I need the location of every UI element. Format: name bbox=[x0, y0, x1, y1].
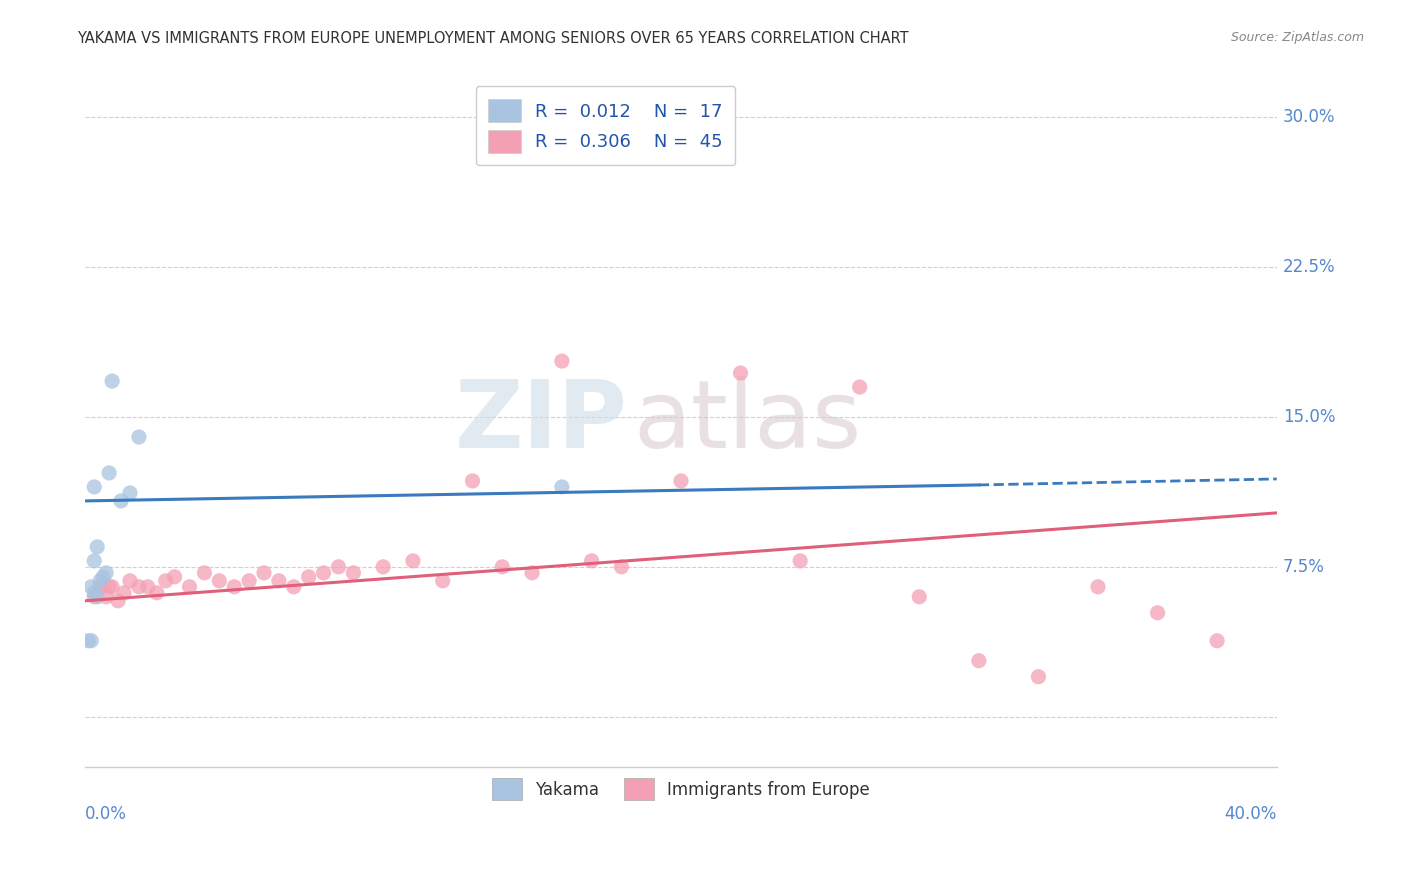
Text: 40.0%: 40.0% bbox=[1225, 805, 1277, 823]
Point bbox=[1206, 633, 1229, 648]
Point bbox=[342, 566, 364, 580]
Point bbox=[1087, 580, 1109, 594]
Point bbox=[373, 559, 395, 574]
Point bbox=[1028, 670, 1050, 684]
Point bbox=[179, 580, 201, 594]
Point bbox=[312, 566, 335, 580]
Text: Source: ZipAtlas.com: Source: ZipAtlas.com bbox=[1230, 31, 1364, 45]
Point bbox=[80, 580, 103, 594]
Point bbox=[101, 580, 124, 594]
Point bbox=[77, 633, 100, 648]
Point bbox=[98, 580, 121, 594]
Point bbox=[80, 633, 103, 648]
Text: 0.0%: 0.0% bbox=[86, 805, 127, 823]
Point bbox=[110, 494, 132, 508]
Point bbox=[94, 590, 117, 604]
Point bbox=[730, 366, 752, 380]
Point bbox=[107, 594, 129, 608]
Point bbox=[432, 574, 454, 588]
Point bbox=[328, 559, 350, 574]
Point bbox=[89, 580, 111, 594]
Point bbox=[298, 570, 321, 584]
Point bbox=[253, 566, 276, 580]
Point bbox=[551, 480, 574, 494]
Point bbox=[101, 374, 124, 388]
Point bbox=[112, 586, 135, 600]
Point bbox=[83, 554, 105, 568]
Point bbox=[86, 540, 108, 554]
Point bbox=[581, 554, 603, 568]
Point bbox=[283, 580, 305, 594]
Text: 30.0%: 30.0% bbox=[1282, 109, 1336, 127]
Point bbox=[83, 586, 105, 600]
Point bbox=[789, 554, 811, 568]
Point bbox=[146, 586, 169, 600]
Point bbox=[89, 574, 111, 588]
Point bbox=[669, 474, 692, 488]
Text: 15.0%: 15.0% bbox=[1282, 408, 1336, 426]
Point bbox=[461, 474, 484, 488]
Point bbox=[128, 580, 150, 594]
Point bbox=[98, 466, 121, 480]
Text: YAKAMA VS IMMIGRANTS FROM EUROPE UNEMPLOYMENT AMONG SENIORS OVER 65 YEARS CORREL: YAKAMA VS IMMIGRANTS FROM EUROPE UNEMPLO… bbox=[77, 31, 908, 46]
Point bbox=[491, 559, 513, 574]
Text: 22.5%: 22.5% bbox=[1282, 258, 1336, 277]
Point bbox=[1146, 606, 1168, 620]
Point bbox=[136, 580, 159, 594]
Point bbox=[163, 570, 186, 584]
Point bbox=[86, 590, 108, 604]
Text: atlas: atlas bbox=[633, 376, 862, 468]
Point bbox=[267, 574, 290, 588]
Point bbox=[208, 574, 231, 588]
Point bbox=[118, 486, 141, 500]
Point bbox=[128, 430, 150, 444]
Point bbox=[94, 566, 117, 580]
Point bbox=[848, 380, 870, 394]
Point bbox=[238, 574, 260, 588]
Point bbox=[610, 559, 633, 574]
Point bbox=[155, 574, 177, 588]
Point bbox=[520, 566, 543, 580]
Legend: Yakama, Immigrants from Europe: Yakama, Immigrants from Europe bbox=[485, 772, 877, 806]
Point bbox=[83, 480, 105, 494]
Point bbox=[83, 590, 105, 604]
Point bbox=[551, 354, 574, 368]
Point bbox=[193, 566, 215, 580]
Point bbox=[118, 574, 141, 588]
Point bbox=[908, 590, 931, 604]
Point bbox=[224, 580, 246, 594]
Text: ZIP: ZIP bbox=[454, 376, 627, 468]
Point bbox=[91, 570, 114, 584]
Point bbox=[89, 580, 111, 594]
Point bbox=[402, 554, 425, 568]
Point bbox=[967, 654, 990, 668]
Text: 7.5%: 7.5% bbox=[1282, 558, 1324, 576]
